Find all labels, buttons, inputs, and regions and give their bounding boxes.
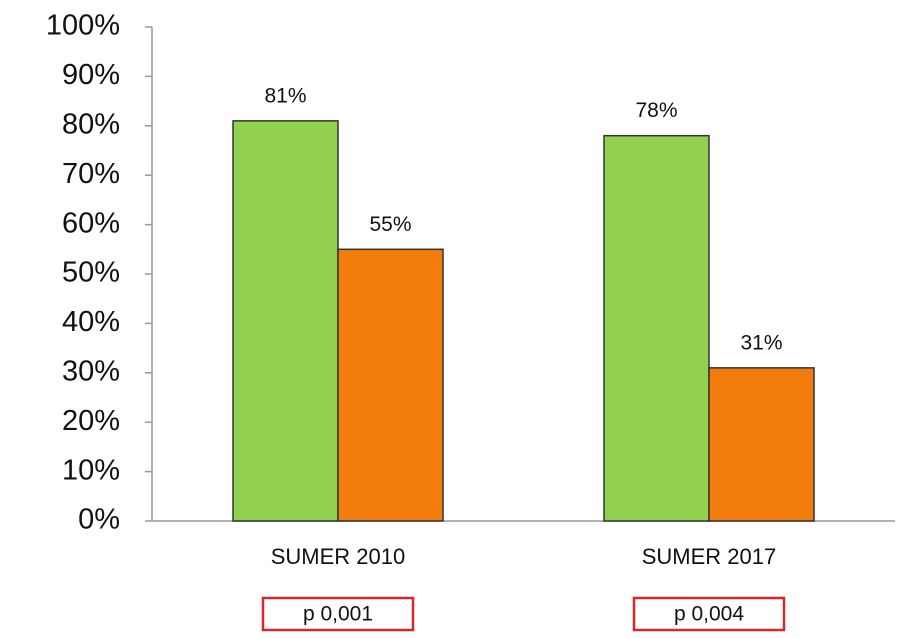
y-tick-label: 100% [46, 10, 120, 42]
y-tick-label: 10% [62, 454, 120, 486]
y-tick-label: 20% [62, 405, 120, 437]
y-tick-label: 50% [62, 257, 120, 289]
x-tick-label: SUMER 2017 [642, 544, 777, 569]
annotation-box [261, 596, 415, 632]
x-tick-label: SUMER 2010 [271, 544, 406, 569]
annotation-box [632, 596, 786, 632]
annotation: p 0,004 [674, 603, 744, 626]
value-label: 81% [264, 84, 306, 107]
y-tick-label: 40% [62, 306, 120, 338]
bar [708, 367, 815, 522]
y-tick-label: 80% [62, 108, 120, 140]
y-tick-label: 70% [62, 158, 120, 190]
value-label: 31% [740, 331, 782, 354]
bar [603, 134, 710, 522]
y-tick-label: 90% [62, 59, 120, 91]
value-label: 55% [369, 213, 411, 236]
bar [337, 248, 444, 522]
y-tick-label: 0% [78, 504, 120, 536]
y-tick-label: 30% [62, 355, 120, 387]
value-label: 78% [635, 99, 677, 122]
y-tick-label: 60% [62, 207, 120, 239]
annotation: p 0,001 [303, 603, 373, 626]
bar [232, 120, 339, 522]
